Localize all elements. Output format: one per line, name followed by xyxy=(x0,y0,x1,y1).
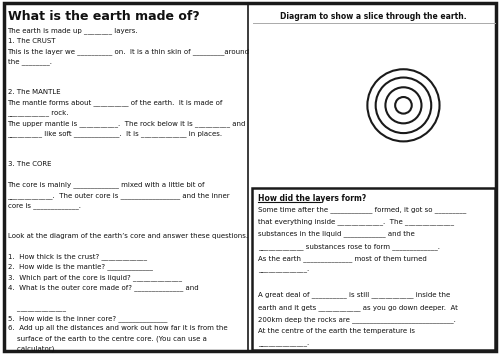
Text: 3. The CORE: 3. The CORE xyxy=(8,161,51,167)
Text: This is the layer we __________ on.  It is a thin skin of _________around: This is the layer we __________ on. It i… xyxy=(8,48,250,55)
Text: calculator): calculator) xyxy=(8,346,54,352)
Text: What is the earth made of?: What is the earth made of? xyxy=(8,10,199,23)
Text: The earth is made up ________ layers.: The earth is made up ________ layers. xyxy=(8,28,138,34)
FancyBboxPatch shape xyxy=(4,3,496,351)
Text: _____________ substances rose to form _____________.: _____________ substances rose to form __… xyxy=(258,243,440,250)
Text: The mantle forms about __________ of the earth.  It is made of: The mantle forms about __________ of the… xyxy=(8,99,223,106)
Text: At the centre of the earth the temperature is: At the centre of the earth the temperatu… xyxy=(258,329,415,334)
Text: 4.  What is the outer core made of? ______________ and: 4. What is the outer core made of? _____… xyxy=(8,284,198,291)
Text: 2.  How wide is the mantle? _____________: 2. How wide is the mantle? _____________ xyxy=(8,264,152,270)
Text: __________ like soft _____________.  It is _____________ in places.: __________ like soft _____________. It i… xyxy=(8,130,222,137)
Text: ______________: ______________ xyxy=(8,305,66,311)
Text: earth and it gets ____________ as you go down deeper.  At: earth and it gets ____________ as you go… xyxy=(258,304,458,311)
Text: ____________ rock.: ____________ rock. xyxy=(8,110,69,116)
Text: 5.  How wide is the inner core? ______________: 5. How wide is the inner core? _________… xyxy=(8,315,167,322)
Text: 6.  Add up all the distances and work out how far it is from the: 6. Add up all the distances and work out… xyxy=(8,325,227,331)
Text: core is _____________.: core is _____________. xyxy=(8,202,81,209)
Text: Look at the diagram of the earth’s core and answer these questions.: Look at the diagram of the earth’s core … xyxy=(8,233,248,239)
Text: ______________.: ______________. xyxy=(258,267,309,273)
Text: substances in the liquid ____________ and the: substances in the liquid ____________ an… xyxy=(258,231,415,238)
Text: 2. The MANTLE: 2. The MANTLE xyxy=(8,89,60,95)
Text: ______________.: ______________. xyxy=(258,341,309,347)
Text: How did the layers form?: How did the layers form? xyxy=(258,194,366,203)
Text: 1.  How thick is the crust? _____________: 1. How thick is the crust? _____________ xyxy=(8,253,146,260)
Text: As the earth ______________ most of them turned: As the earth ______________ most of them… xyxy=(258,255,427,262)
Text: _____________.  The outer core is _________________ and the inner: _____________. The outer core is _______… xyxy=(8,192,230,199)
Text: 200km deep the rocks are _____________________________.: 200km deep the rocks are _______________… xyxy=(258,316,456,323)
Text: Some time after the ____________ formed, it got so _________: Some time after the ____________ formed,… xyxy=(258,206,466,213)
Text: that everything inside _____________.  The ______________: that everything inside _____________. Th… xyxy=(258,218,454,225)
Text: 3.  Which part of the core is liquid? ______________: 3. Which part of the core is liquid? ___… xyxy=(8,274,182,281)
Text: surface of the earth to the centre core. (You can use a: surface of the earth to the centre core.… xyxy=(8,336,206,342)
Text: 1. The CRUST: 1. The CRUST xyxy=(8,38,55,44)
Text: The upper mantle is ___________.  The rock below it is __________ and: The upper mantle is ___________. The roc… xyxy=(8,120,246,127)
Text: Diagram to show a slice through the earth.: Diagram to show a slice through the eart… xyxy=(280,12,467,21)
Text: The core is mainly _____________ mixed with a little bit of: The core is mainly _____________ mixed w… xyxy=(8,182,205,188)
Text: the ________.: the ________. xyxy=(8,58,52,65)
FancyBboxPatch shape xyxy=(252,188,495,350)
Text: A great deal of __________ is still ____________ inside the: A great deal of __________ is still ____… xyxy=(258,292,450,298)
